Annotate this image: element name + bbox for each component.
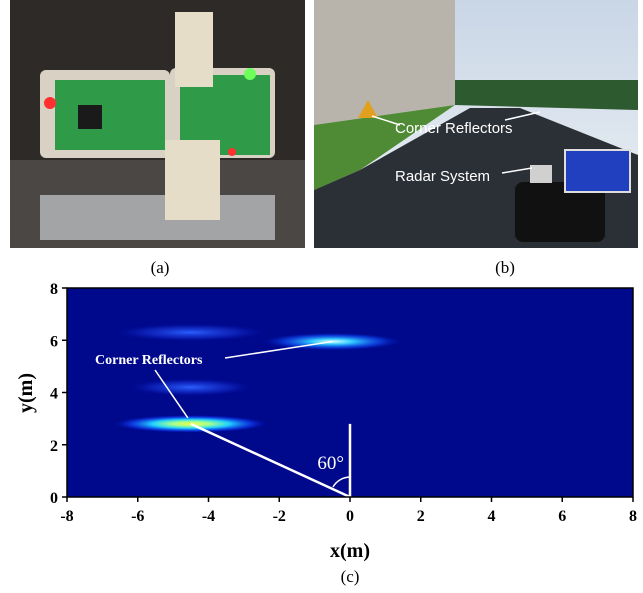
trees [455,80,638,110]
caption: (b) [495,258,515,277]
x-tick-label: -4 [202,508,215,525]
caption: (c) [341,567,360,586]
acrylic-stand [40,195,275,240]
hotspot [127,378,254,396]
x-tick-label: 2 [417,508,425,525]
angle-label: 60° [317,453,344,474]
body: Corner Reflectors Radar System (a) (b) (… [0,0,643,593]
figure: Corner Reflectors Radar System (a) (b) (… [0,0,643,593]
x-tick-label: -8 [60,508,73,525]
chip [78,105,102,129]
caption: (a) [151,258,170,277]
led [228,148,236,156]
y-tick-label: 2 [50,438,58,455]
hotspot [113,323,269,341]
annotation: Corner Reflectors [95,353,203,368]
x-tick-label: 6 [558,508,566,525]
y-axis-label: y(m) [15,373,37,413]
antenna-array [165,140,220,220]
photo-a [10,0,305,248]
label: Corner Reflectors [395,120,513,137]
label: Radar System [395,168,490,185]
y-tick-label: 8 [50,281,58,298]
x-tick-label: 8 [629,508,637,525]
x-tick-label: 4 [488,508,496,525]
y-tick-label: 0 [50,490,58,507]
laptop [565,150,630,192]
led [244,68,256,80]
y-tick-label: 4 [50,386,58,403]
x-tick-label: -2 [273,508,286,525]
antenna [175,12,213,87]
pcb [55,80,165,150]
building [314,0,455,125]
x-axis-label: x(m) [330,540,370,562]
radar [530,165,552,183]
x-tick-label: 0 [346,508,354,525]
page: {"panel_a": {"caption": "(a)"}, "panel_b… [0,0,643,593]
photo-b: Corner Reflectors Radar System [314,0,638,248]
led [44,97,56,109]
x-tick-label: -6 [131,508,144,525]
y-tick-label: 6 [50,333,58,350]
